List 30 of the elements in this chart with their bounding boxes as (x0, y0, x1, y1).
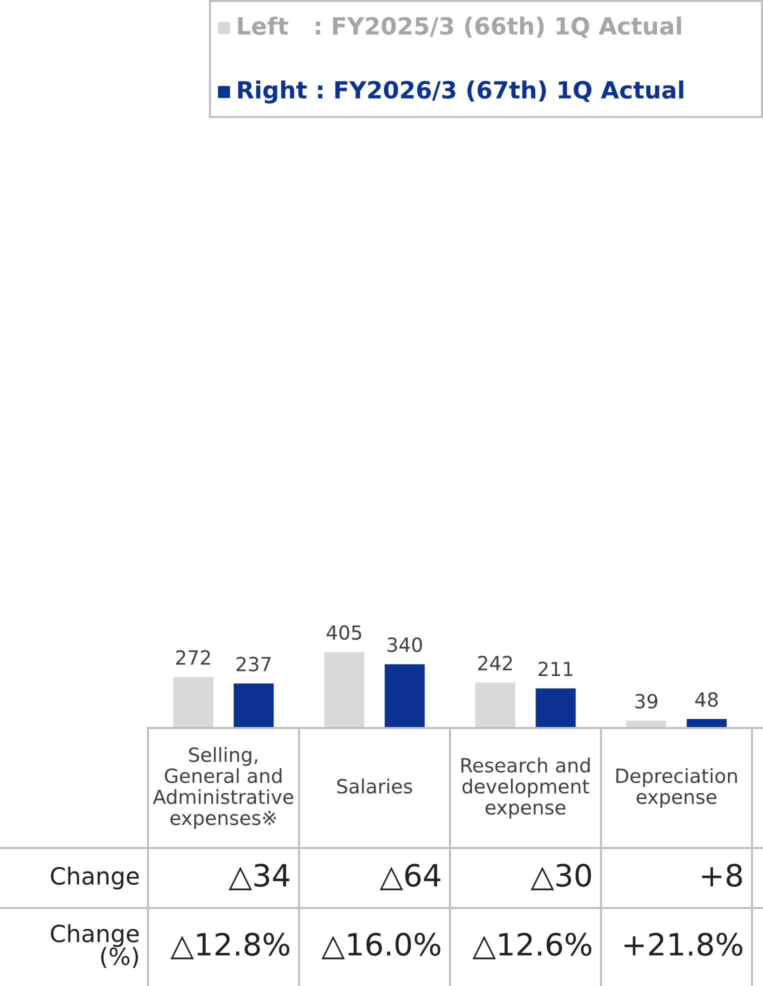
text: △34 (228, 864, 290, 890)
data-label: 340 (388, 637, 422, 652)
text: △12.8% (170, 932, 290, 960)
legend-label: Left : FY2025/3 (66th) 1Q Actual (238, 16, 682, 38)
text: △64 (380, 864, 440, 890)
text: △16.0% (322, 932, 440, 960)
bar (536, 688, 576, 728)
x-tick-label: Salaries (337, 778, 412, 794)
data-label: 272 (176, 650, 210, 665)
legend-label: Right : FY2026/3 (67th) 1Q Actual (238, 80, 684, 104)
text: Change (%) (50, 924, 139, 968)
bar (384, 664, 425, 728)
text: Change (50, 866, 139, 890)
text: +8 (702, 864, 742, 887)
data-label: 48 (695, 692, 718, 707)
bar (173, 676, 214, 728)
x-tick-label: Research and development expense (461, 758, 590, 818)
bar (234, 684, 274, 728)
bar (324, 652, 364, 728)
text: +21.8% (624, 932, 742, 956)
data-label: 237 (236, 656, 271, 672)
data-label: 211 (538, 662, 572, 676)
bar (475, 682, 516, 728)
text: △30 (530, 864, 591, 890)
x-tick-label: Depreciation expense (616, 768, 737, 808)
data-label: 405 (326, 625, 362, 640)
data-label: 242 (478, 656, 512, 670)
data-label: 39 (635, 694, 658, 709)
x-tick-label: Selling, General and Administrative expenses※ (152, 747, 294, 829)
text: △12.6% (472, 932, 592, 960)
